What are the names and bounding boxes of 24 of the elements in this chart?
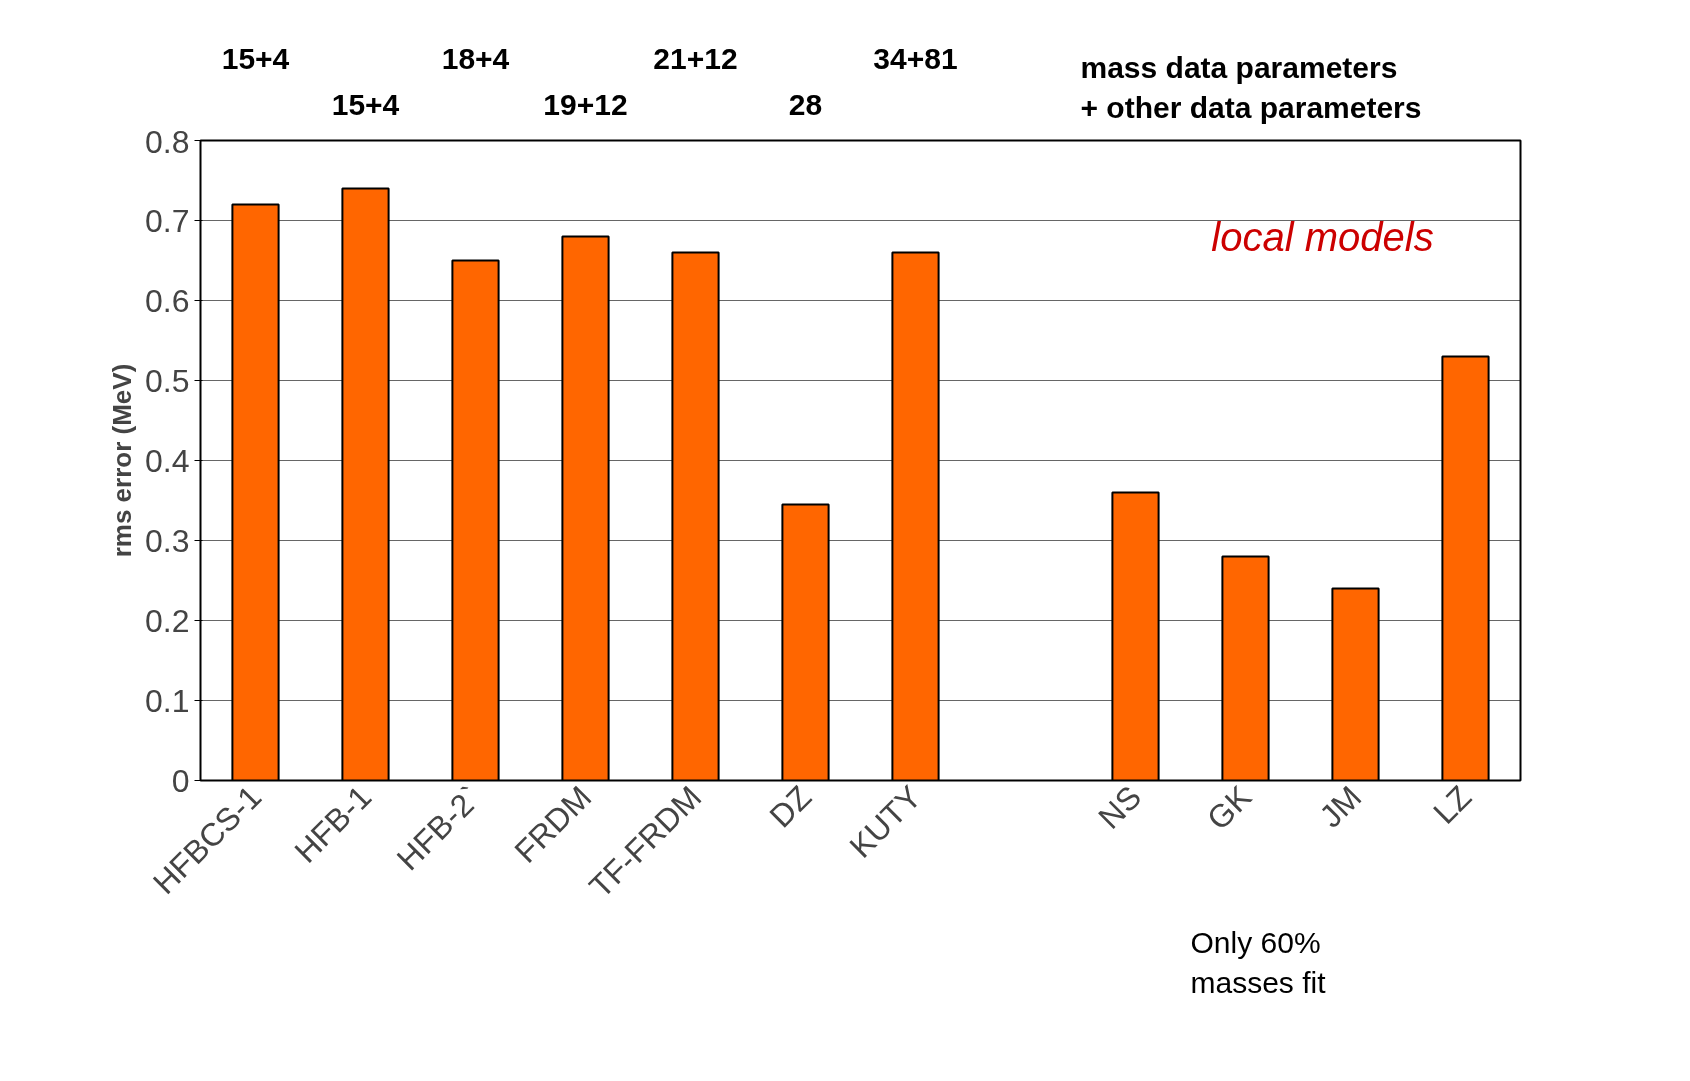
text: 15+4 bbox=[331, 87, 400, 121]
y-axis-title: rms error (MeV) bbox=[107, 363, 138, 558]
y-tick-label: 0.7 bbox=[145, 202, 190, 239]
text: 34+81 bbox=[873, 42, 958, 75]
y-tick-label: 0.8 bbox=[145, 123, 190, 160]
y-tick-label: 0.5 bbox=[145, 362, 190, 399]
y-tick-label: 0.2 bbox=[145, 602, 190, 639]
text: 28 bbox=[788, 87, 823, 121]
annotation: local models bbox=[1211, 214, 1434, 259]
text: 18+4 bbox=[441, 42, 510, 75]
y-tick-label: 0.3 bbox=[145, 522, 190, 559]
x-tick-label: NS bbox=[1091, 778, 1149, 836]
text: 15+4 bbox=[221, 42, 290, 75]
x-tick-label: LZ bbox=[1426, 778, 1479, 831]
x-tick-label: JM bbox=[1312, 778, 1369, 835]
text: Only 60% masses fit bbox=[1190, 926, 1327, 999]
y-tick-label: 0.4 bbox=[145, 442, 190, 479]
text: 19+12 bbox=[543, 87, 628, 121]
x-tick-label: DZ bbox=[762, 778, 819, 835]
y-tick-label: 0.1 bbox=[145, 682, 190, 719]
text: mass data parameters + other data parameters bbox=[1080, 51, 1422, 124]
text: 21+12 bbox=[653, 42, 738, 75]
y-tick-label: 0.6 bbox=[145, 282, 190, 319]
x-tick-label: GK bbox=[1200, 778, 1259, 837]
